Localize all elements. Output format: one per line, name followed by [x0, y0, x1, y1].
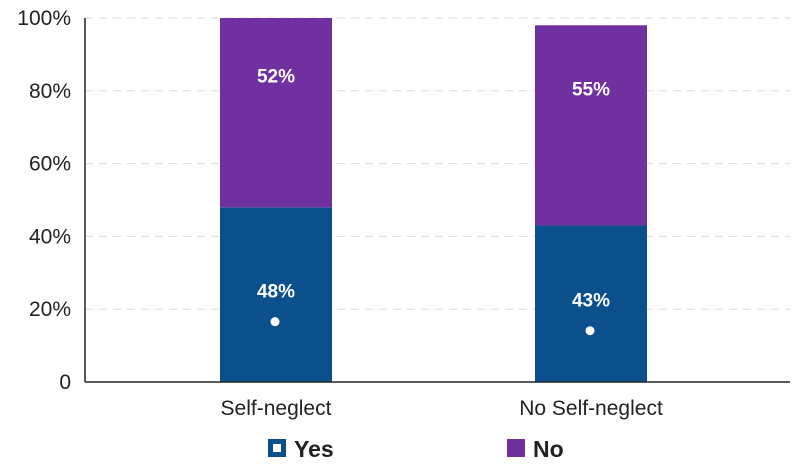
legend-swatch — [507, 439, 525, 457]
x-category-label: Self-neglect — [221, 397, 332, 420]
data-label: 52% — [257, 67, 295, 88]
bars — [220, 18, 647, 382]
bar-yes-0 — [220, 207, 332, 382]
legend-swatch-marker — [273, 444, 281, 452]
bar-no-1 — [535, 25, 647, 226]
y-tick-labels: 0 20% 40% 60% 80% 100% — [17, 7, 71, 394]
data-labels: 48% 52% 43% 55% — [257, 67, 610, 336]
gridlines — [85, 17, 790, 310]
y-tick-label: 100% — [17, 7, 71, 30]
y-tick-label: 0 — [59, 371, 71, 394]
bar-no-0 — [220, 18, 332, 208]
legend-label: Yes — [294, 436, 334, 462]
axes — [84, 18, 790, 383]
point-marker — [270, 317, 280, 327]
y-tick-label: 40% — [29, 225, 71, 248]
x-category-label: No Self-neglect — [519, 397, 663, 420]
point-marker — [585, 326, 595, 336]
legend: Yes No — [268, 436, 564, 462]
y-tick-label: 80% — [29, 80, 71, 103]
y-tick-label: 20% — [29, 298, 71, 321]
x-category-labels: Self-neglect No Self-neglect — [221, 397, 663, 420]
data-label: 43% — [572, 291, 610, 312]
y-tick-label: 60% — [29, 153, 71, 176]
data-label: 55% — [572, 79, 610, 100]
bar-yes-1 — [535, 225, 647, 382]
legend-label: No — [533, 436, 564, 462]
data-label: 48% — [257, 282, 295, 303]
